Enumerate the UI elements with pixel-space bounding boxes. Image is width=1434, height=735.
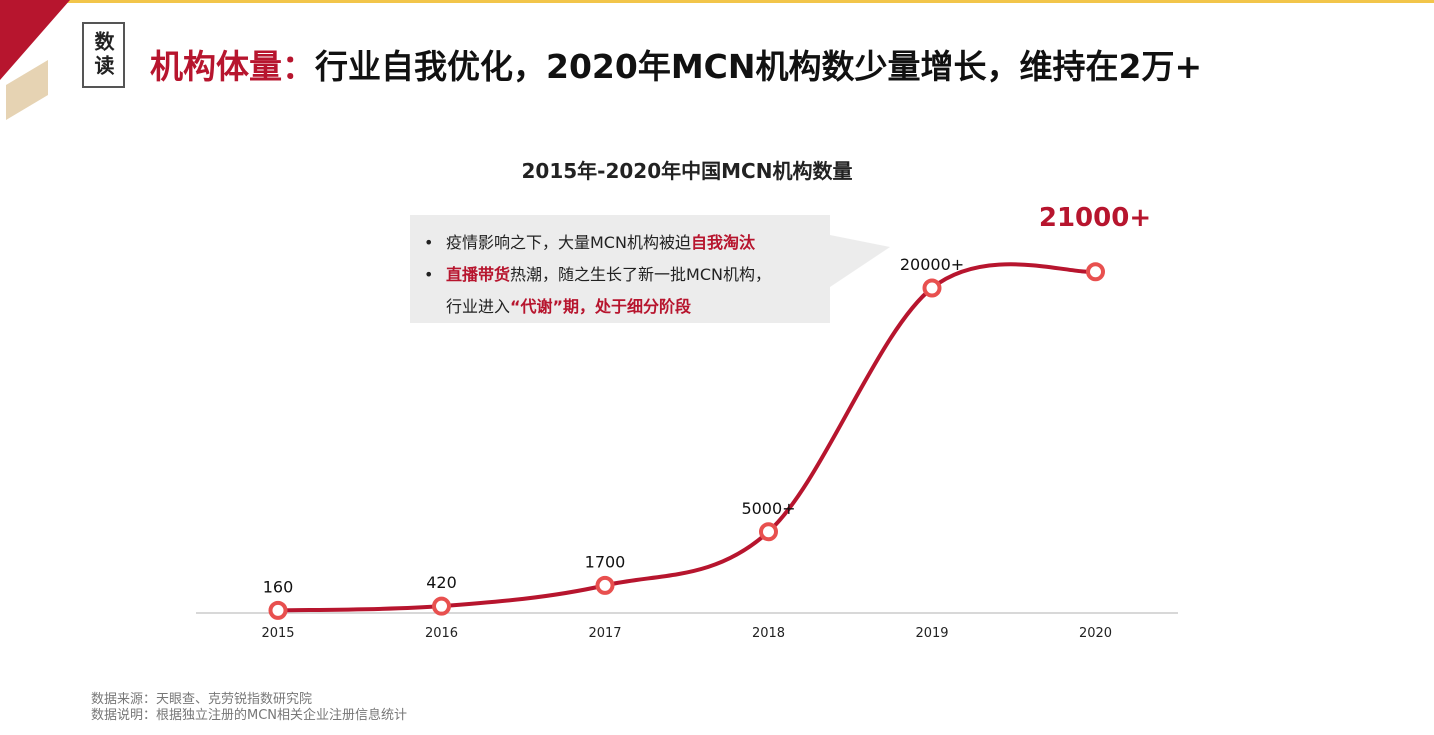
- chart-title: 2015年-2020年中国MCN机构数量: [521, 159, 853, 183]
- callout-box: • 疫情影响之下，大量MCN机构被迫自我淘汰 • 直播带货热潮，随之生长了新一批…: [410, 215, 890, 323]
- callout-line-2: • 直播带货热潮，随之生长了新一批MCN机构，: [424, 259, 816, 291]
- corner-red-triangle: [0, 0, 70, 80]
- series-line: [276, 262, 1098, 613]
- x-tick-label-2017: 2017: [588, 626, 621, 641]
- x-tick-label-2015: 2015: [261, 626, 294, 641]
- data-point-2019: [922, 278, 942, 298]
- data-label-2019: 20000+: [900, 255, 964, 274]
- callout-line-3: 行业进入“代谢”期，处于细分阶段: [424, 291, 816, 323]
- callout-line-2-text: 热潮，随之生长了新一批MCN机构，: [510, 265, 771, 284]
- data-point-2020: [1086, 262, 1105, 282]
- page-title-rest: 行业自我优化，2020年MCN机构数少量增长，维持在2万+: [315, 47, 1203, 86]
- data-label-2016: 420: [426, 573, 457, 592]
- callout-line-1: • 疫情影响之下，大量MCN机构被迫自我淘汰: [424, 227, 816, 259]
- callout-line-1-text: 疫情影响之下，大量MCN机构被迫: [446, 233, 691, 252]
- footer: 数据来源：天眼查、克劳锐指数研究院 数据说明：根据独立注册的MCN相关企业注册信…: [91, 692, 407, 724]
- corner-decoration: [0, 0, 70, 120]
- bullet-icon: •: [424, 265, 434, 284]
- footer-note: 数据说明：根据独立注册的MCN相关企业注册信息统计: [91, 708, 408, 723]
- page-title: 机构体量：行业自我优化，2020年MCN机构数少量增长，维持在2万+: [150, 40, 1202, 88]
- x-tick-label-2019: 2019: [915, 626, 948, 641]
- page-title-highlight: 机构体量：: [150, 47, 315, 86]
- data-point-2016: [432, 596, 451, 616]
- x-tick-label-2018: 2018: [752, 626, 785, 641]
- data-label-2015: 160: [263, 577, 294, 596]
- top-accent-line: [0, 0, 1434, 3]
- bullet-icon: •: [424, 233, 434, 252]
- data-point-2018: [759, 522, 778, 542]
- data-label-2017: 1700: [585, 552, 626, 571]
- callout-line-3-text: 行业进入: [446, 297, 511, 316]
- callout-line-1-red: 自我淘汰: [690, 233, 755, 252]
- x-tick-label-2016: 2016: [425, 626, 458, 641]
- section-badge: 数读: [82, 22, 125, 88]
- corner-beige-shape: [6, 60, 48, 120]
- x-tick-label-2020: 2020: [1079, 626, 1112, 641]
- callout-line-3-red: “代谢”期，处于细分阶段: [510, 297, 692, 316]
- data-label-2018: 5000+: [741, 499, 795, 518]
- data-point-2015: [268, 600, 288, 620]
- highlight-value-2020: 21000+: [1038, 203, 1152, 233]
- footer-source: 数据来源：天眼查、克劳锐指数研究院: [91, 692, 313, 707]
- callout-line-2-red: 直播带货: [446, 265, 511, 284]
- data-point-2017: [595, 575, 615, 595]
